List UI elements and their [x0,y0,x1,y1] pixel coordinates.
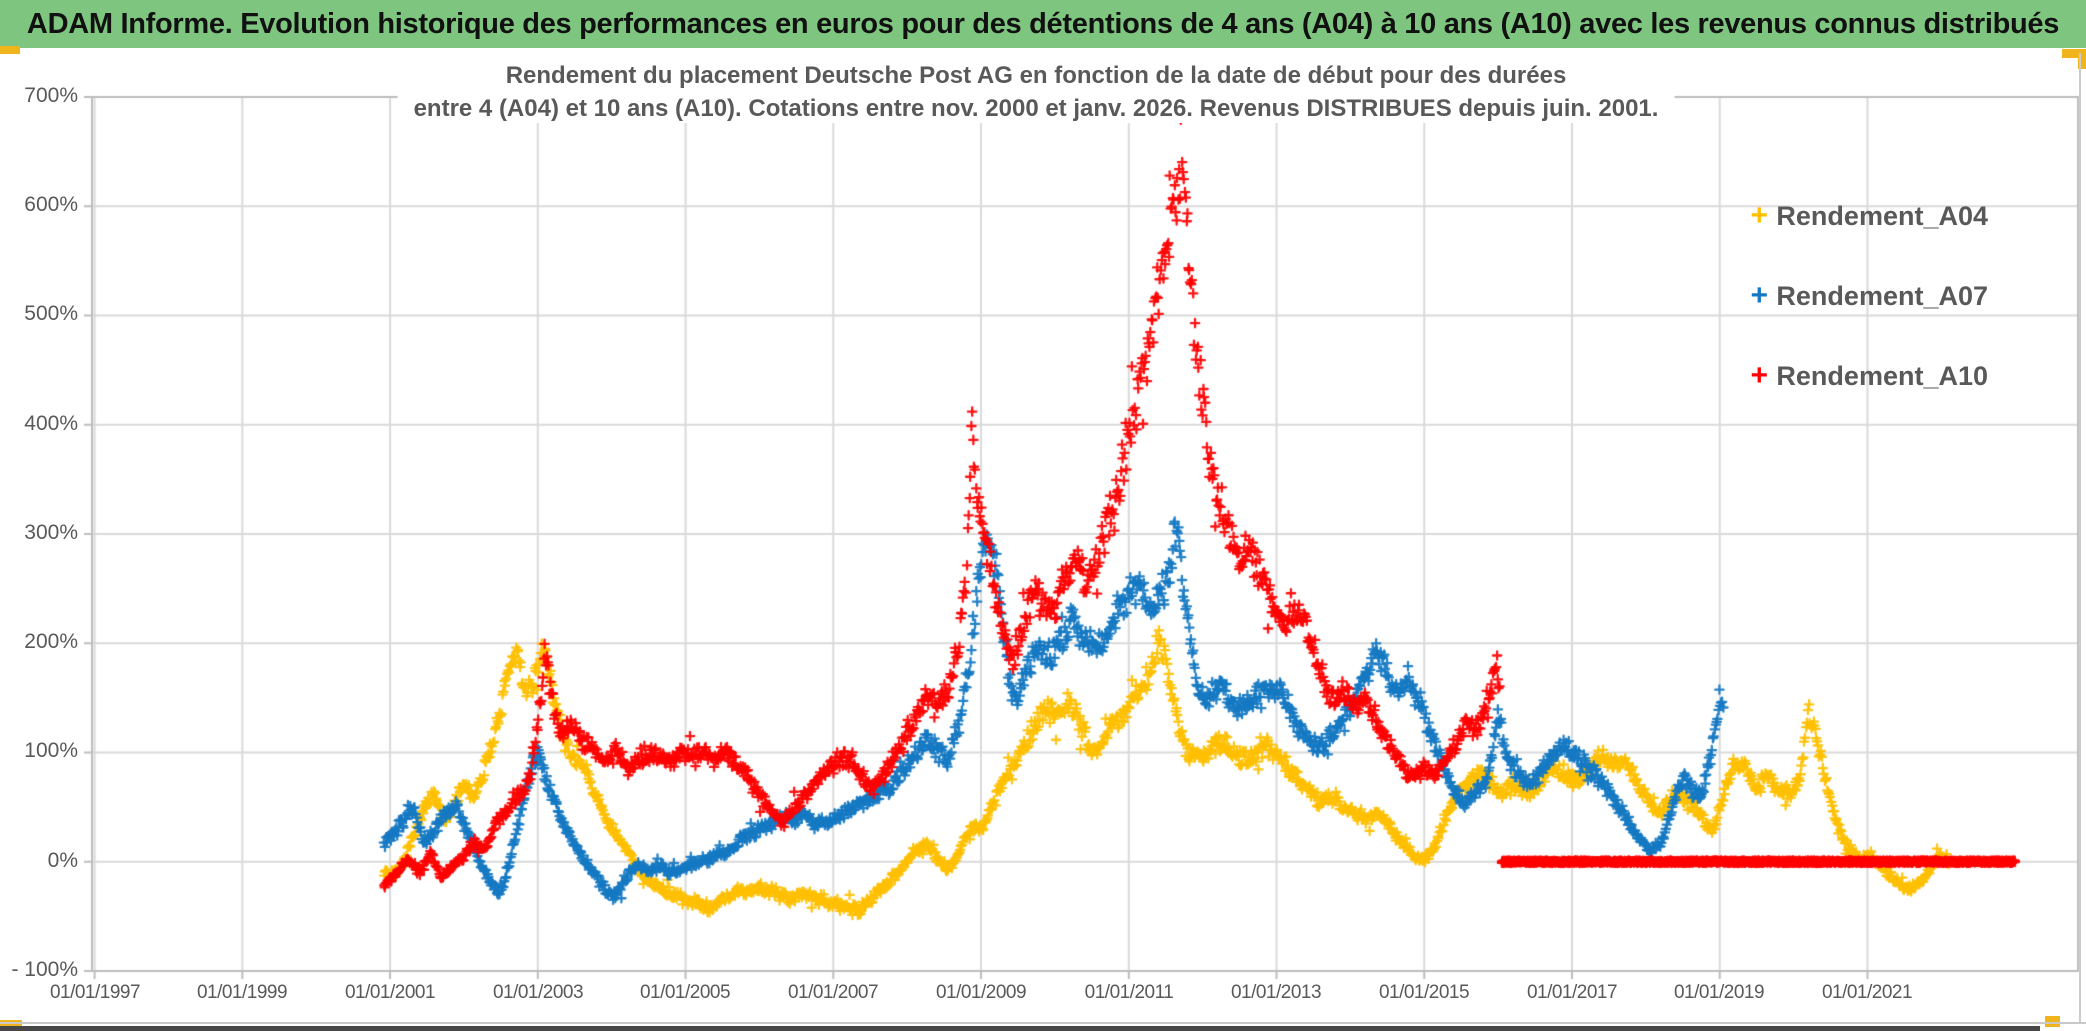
x-axis-tick-label: 01/01/2015 [1378,982,1470,1003]
gold-corner-accent [0,1020,22,1028]
y-axis-tick-label: 700% [24,84,78,107]
y-axis-tick-label: - 100% [11,958,78,981]
plus-marker-icon: + [1750,359,1768,392]
y-axis-tick-label: 600% [24,193,78,216]
legend-item-rendement-a07: + Rendement_A07 [1748,280,1988,312]
x-axis-tick-label: 01/01/2017 [1526,982,1618,1003]
legend-item-rendement-a04: + Rendement_A04 [1748,200,1988,232]
plus-marker-icon: + [1750,279,1768,312]
page-bottom-divider [0,1022,2086,1024]
chart-title-line1: Rendement du placement Deutsche Post AG … [489,62,1583,90]
chart-title-line2: entre 4 (A04) et 10 ans (A10). Cotations… [397,95,1675,123]
header-bar: ADAM Informe. Evolution historique des p… [0,0,2086,48]
x-axis-tick-label: 01/01/2005 [639,982,731,1003]
x-axis-tick-label: 01/01/2011 [1084,982,1174,1003]
legend-item-rendement-a10: + Rendement_A10 [1748,360,1988,392]
legend-label: Rendement_A07 [1776,280,1988,311]
x-axis-tick-label: 01/01/1999 [196,982,288,1003]
gold-corner-accent [2062,49,2086,58]
gold-corner-accent [2045,1016,2060,1027]
y-axis-tick-label: 500% [24,302,78,325]
plus-marker-icon: + [1750,199,1768,232]
y-axis-tick-label: 400% [24,412,78,435]
x-axis-tick-label: 01/01/2019 [1673,982,1765,1003]
y-axis-tick-label: 0% [47,849,78,872]
gold-corner-accent [0,46,20,54]
x-axis-tick-label: 01/01/2021 [1821,982,1913,1003]
x-axis-tick-label: 01/01/2001 [344,982,436,1003]
x-axis-tick-label: 01/01/2009 [935,982,1027,1003]
x-axis-tick-label: 01/01/2007 [787,982,879,1003]
x-axis-tick-label: 01/01/2013 [1230,982,1322,1003]
page-bottom-bar [0,1026,2040,1031]
chart-area [0,48,2086,1031]
x-axis-tick-label: 01/01/1997 [49,982,141,1003]
y-axis-tick-label: 100% [24,739,78,762]
legend: + Rendement_A04 + Rendement_A07 + Rendem… [1748,200,1988,440]
page-right-border [2079,53,2081,1022]
x-axis-tick-label: 01/01/2003 [492,982,584,1003]
scatter-plot-canvas [0,48,2086,1031]
gold-corner-accent [2078,53,2086,69]
page-title: ADAM Informe. Evolution historique des p… [26,7,2060,40]
legend-label: Rendement_A10 [1776,360,1988,391]
legend-label: Rendement_A04 [1776,200,1988,231]
y-axis-tick-label: 300% [24,521,78,544]
y-axis-tick-label: 200% [24,630,78,653]
